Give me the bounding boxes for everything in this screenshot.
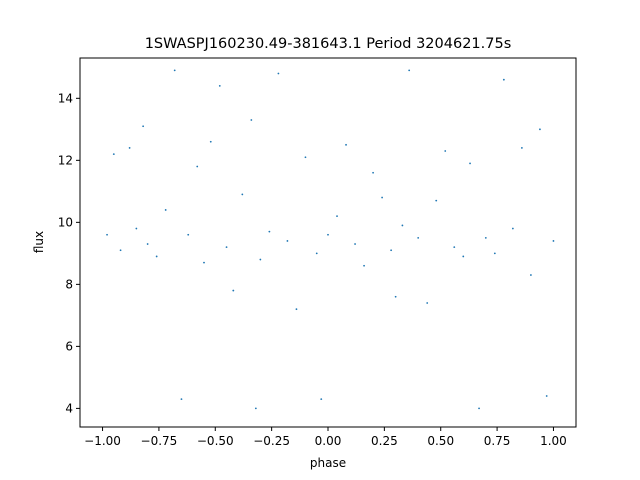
data-point xyxy=(196,165,199,168)
y-axis-ticks: 4 6 8 10 12 14 xyxy=(58,91,80,415)
x-tick-label: 0.00 xyxy=(315,434,342,448)
data-point xyxy=(164,209,167,211)
data-point xyxy=(268,230,271,233)
chart-title: 1SWASPJ160230.49-381643.1 Period 3204621… xyxy=(145,36,512,52)
data-point xyxy=(530,274,532,276)
x-tick-label: −1.00 xyxy=(84,434,121,448)
data-point xyxy=(394,295,397,298)
data-point xyxy=(180,398,183,400)
data-point xyxy=(119,249,122,252)
x-axis-ticks: −1.00 −0.75 −0.50 −0.25 0.00 0.25 0.50 0.75 1.00 xyxy=(84,427,567,448)
data-point xyxy=(128,147,131,149)
data-point xyxy=(345,143,347,146)
y-axis-label: flux xyxy=(32,231,46,253)
data-point xyxy=(390,249,393,252)
x-tick-label: 0.25 xyxy=(371,434,398,448)
data-point xyxy=(142,125,145,128)
data-point xyxy=(187,233,190,236)
data-point xyxy=(417,236,420,239)
y-tick-label: 6 xyxy=(65,339,73,353)
data-point xyxy=(502,78,505,81)
data-point xyxy=(315,252,318,255)
data-point xyxy=(277,72,280,75)
y-tick-label: 8 xyxy=(65,277,73,291)
data-point xyxy=(511,227,514,230)
data-point xyxy=(146,243,149,245)
x-tick-label: 0.75 xyxy=(484,434,511,448)
data-point xyxy=(469,162,471,165)
data-point xyxy=(286,240,289,242)
data-point xyxy=(484,236,487,239)
data-point xyxy=(106,233,108,236)
scatter-points xyxy=(106,69,555,410)
data-point xyxy=(295,308,298,311)
data-point xyxy=(354,243,356,245)
data-point xyxy=(232,289,235,292)
x-tick-label: 0.50 xyxy=(427,434,454,448)
y-tick-label: 14 xyxy=(58,91,73,105)
data-point xyxy=(545,395,548,397)
data-point xyxy=(444,150,447,152)
data-point xyxy=(320,398,323,400)
data-point xyxy=(381,196,384,199)
data-point xyxy=(493,252,496,255)
data-point xyxy=(218,85,221,87)
data-point xyxy=(401,224,404,227)
data-point xyxy=(539,128,541,131)
data-point xyxy=(363,264,365,267)
y-tick-label: 4 xyxy=(65,401,73,415)
y-tick-label: 10 xyxy=(58,215,73,229)
data-point xyxy=(327,233,329,236)
y-tick-label: 12 xyxy=(58,153,73,167)
data-point xyxy=(225,246,228,249)
data-point xyxy=(112,153,115,156)
data-point xyxy=(259,258,262,261)
data-point xyxy=(155,255,158,258)
x-tick-label: 1.00 xyxy=(540,434,567,448)
data-point xyxy=(462,255,465,258)
data-point xyxy=(520,147,523,149)
x-tick-label: −0.25 xyxy=(253,434,290,448)
data-point xyxy=(250,119,253,121)
data-point xyxy=(372,171,374,174)
data-point xyxy=(209,140,212,143)
data-point xyxy=(435,199,438,202)
data-point xyxy=(203,261,205,264)
data-point xyxy=(552,240,555,242)
data-point xyxy=(173,69,176,72)
data-point xyxy=(478,407,480,410)
data-point xyxy=(135,227,138,230)
x-tick-label: −0.75 xyxy=(141,434,178,448)
data-point xyxy=(254,407,257,410)
x-axis-label: phase xyxy=(310,456,346,470)
data-point xyxy=(453,246,456,249)
x-tick-label: −0.50 xyxy=(197,434,234,448)
data-point xyxy=(336,215,338,218)
data-point xyxy=(426,302,429,304)
data-point xyxy=(241,193,244,196)
data-point xyxy=(408,69,411,72)
data-point xyxy=(304,156,307,159)
